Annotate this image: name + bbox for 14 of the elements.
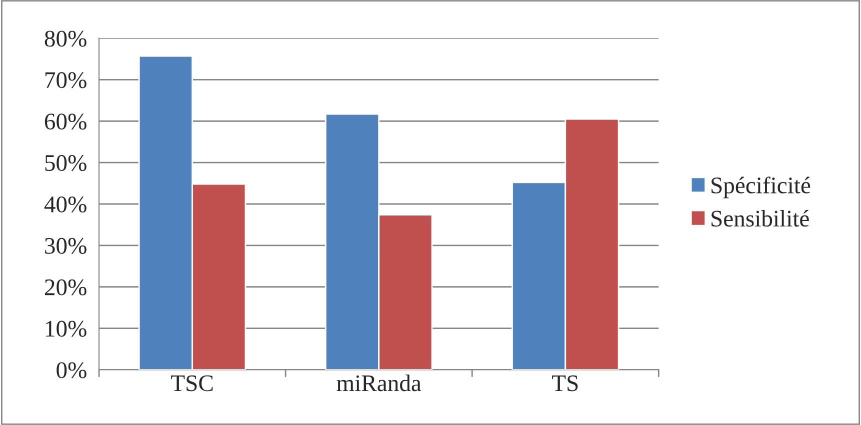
y-tick-label: 80% [44, 30, 86, 47]
y-tick-label: 20% [44, 279, 86, 296]
y-tick-label: 60% [44, 114, 86, 130]
x-tick-label: TSC [171, 375, 213, 392]
y-tick-label: 10% [46, 320, 86, 337]
y-tick-label: 0% [56, 362, 86, 378]
y-tick-label: 40% [44, 196, 86, 212]
y-tick-label: 50% [45, 155, 86, 172]
x-tick-label: TS [552, 375, 578, 392]
legend-label: Sensibilité [712, 210, 809, 227]
y-tick-label: 30% [45, 238, 86, 254]
y-tick-label: 70% [45, 72, 86, 88]
legend-label: Spécificité [712, 176, 810, 198]
x-tick-label: miRanda [336, 374, 422, 392]
